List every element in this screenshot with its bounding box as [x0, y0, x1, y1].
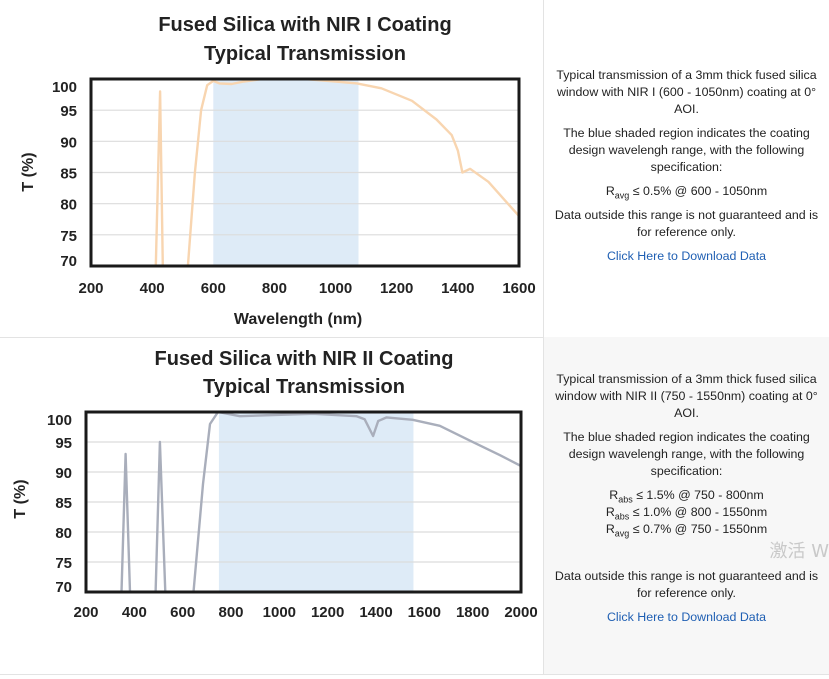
description-cell: Typical transmission of a 3mm thick fuse… [544, 0, 829, 337]
y-tick-label: 70 [60, 253, 77, 270]
chart-title-line2: Typical Transmission [203, 376, 405, 398]
y-axis-label: T (%) [12, 479, 29, 518]
x-tick-label: 800 [218, 604, 243, 621]
chart-title-line1: Fused Silica with NIR I Coating [158, 14, 451, 36]
x-tick-label: 600 [170, 604, 195, 621]
x-tick-label: 200 [78, 280, 103, 297]
transmission-chart-nir2: Fused Silica with NIR II Coating Typical … [12, 348, 538, 621]
y-tick-label: 95 [55, 435, 72, 452]
plot-frame [84, 410, 523, 594]
transmission-line [120, 412, 521, 592]
y-axis-label: T (%) [20, 152, 37, 191]
download-data-link[interactable]: Click Here to Download Data [606, 249, 767, 263]
product-row-nir2: Fused Silica with NIR II Coating Typical … [0, 337, 829, 675]
x-tick-label: 400 [140, 280, 165, 297]
y-tick-label: 80 [60, 197, 77, 214]
y-tick-label: 70 [55, 579, 72, 596]
description-text: Typical transmission of a 3mm thick fuse… [556, 68, 817, 116]
y-tick-label: 75 [55, 555, 72, 572]
spec-subscript: avg [614, 190, 630, 201]
spec-list: Rabs ≤ 1.5% @ 750 - 800nm Rabs ≤ 1.0% @ 8… [547, 487, 826, 538]
x-tick-label: 1600 [408, 604, 441, 621]
y-tick-label: 85 [55, 495, 72, 512]
transmission-line [154, 79, 519, 266]
spec-line: Rabs ≤ 1.0% @ 800 - 1550nm [547, 504, 826, 521]
disclaimer-text: Data outside this range is not guarantee… [554, 208, 819, 239]
y-tick-label: 85 [60, 166, 77, 183]
spec-value: ≤ 1.5% @ 750 - 800nm [636, 488, 764, 502]
description-cell: Typical transmission of a 3mm thick fuse… [544, 337, 829, 674]
x-tick-label: 1400 [359, 604, 392, 621]
spec-symbol: R [605, 522, 615, 536]
spec-line: Rabs ≤ 1.5% @ 750 - 800nm [547, 487, 826, 504]
spec-line: Ravg ≤ 0.5% @ 600 - 1050nm [547, 183, 826, 200]
disclaimer-text: Data outside this range is not guarantee… [554, 569, 819, 600]
spec-symbol: R [609, 488, 619, 502]
y-tick-label: 90 [55, 465, 72, 482]
x-tick-label: 1000 [263, 604, 296, 621]
x-tick-label: 1200 [380, 280, 413, 297]
y-tick-label: 90 [60, 134, 77, 151]
x-tick-label: 600 [201, 280, 226, 297]
x-axis-label: Wavelength (nm) [234, 311, 362, 328]
spec-line: Ravg ≤ 0.7% @ 750 - 1550nm [547, 521, 826, 538]
spec-value: ≤ 0.5% @ 600 - 1050nm [632, 184, 768, 198]
spec-subscript: abs [614, 511, 630, 522]
chart-title-line1: Fused Silica with NIR II Coating [155, 348, 454, 370]
chart-title-line2: Typical Transmission [204, 43, 406, 65]
x-tick-label: 800 [262, 280, 287, 297]
download-data-link[interactable]: Click Here to Download Data [606, 610, 767, 624]
x-tick-label: 1800 [456, 604, 489, 621]
spec-subscript: avg [614, 528, 630, 539]
x-tick-label: 200 [73, 604, 98, 621]
x-tick-label: 1200 [311, 604, 344, 621]
spec-value: ≤ 1.0% @ 800 - 1550nm [632, 505, 768, 519]
spec-symbol: R [605, 184, 615, 198]
spec-subscript: abs [618, 494, 633, 505]
description-text: Typical transmission of a 3mm thick fuse… [555, 372, 818, 420]
product-row-nir1: Fused Silica with NIR I Coating Typical T… [0, 0, 829, 338]
shaded-note: The blue shaded region indicates the coa… [563, 126, 810, 174]
transmission-chart-nir1: Fused Silica with NIR I Coating Typical T… [20, 14, 536, 328]
shaded-note: The blue shaded region indicates the coa… [563, 430, 810, 478]
x-tick-label: 1600 [502, 280, 535, 297]
plot-frame [89, 77, 521, 268]
x-tick-label: 1000 [319, 280, 352, 297]
chart-cell: Fused Silica with NIR II Coating Typical … [0, 337, 544, 674]
x-tick-label: 400 [122, 604, 147, 621]
x-tick-label: 1400 [441, 280, 474, 297]
y-tick-label: 75 [60, 228, 77, 245]
y-tick-label: 100 [52, 79, 77, 96]
activation-watermark: 激活 W [769, 541, 829, 562]
spec-value: ≤ 0.7% @ 750 - 1550nm [632, 522, 768, 536]
y-tick-label: 80 [55, 525, 72, 542]
spec-list: Ravg ≤ 0.5% @ 600 - 1050nm [547, 183, 826, 200]
spec-symbol: R [605, 505, 615, 519]
y-tick-label: 95 [60, 103, 77, 120]
x-tick-label: 2000 [504, 604, 537, 621]
y-tick-label: 100 [47, 412, 72, 429]
chart-cell: Fused Silica with NIR I Coating Typical T… [0, 0, 544, 337]
